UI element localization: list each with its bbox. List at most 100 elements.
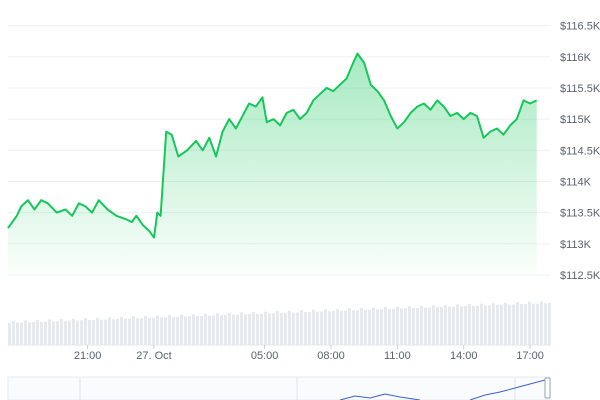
- volume-bar: [284, 312, 287, 345]
- volume-bars: [8, 301, 551, 345]
- volume-bar: [244, 314, 247, 345]
- volume-bar: [20, 322, 23, 345]
- volume-bar: [128, 318, 131, 345]
- volume-bar: [96, 317, 99, 345]
- volume-bar: [380, 309, 383, 345]
- volume-bar: [152, 317, 155, 345]
- volume-bar: [300, 310, 303, 345]
- volume-bar: [132, 316, 135, 345]
- volume-bar: [452, 306, 455, 345]
- volume-bar: [80, 320, 83, 345]
- volume-bar: [104, 319, 107, 345]
- volume-bar: [256, 313, 259, 345]
- volume-bar: [112, 319, 115, 345]
- volume-bar: [512, 304, 515, 345]
- volume-bar: [408, 306, 411, 345]
- volume-bar: [228, 312, 231, 345]
- price-area: [8, 53, 537, 275]
- volume-bar: [536, 303, 539, 345]
- x-tick-label: 27. Oct: [136, 350, 171, 362]
- volume-bar: [532, 303, 535, 345]
- volume-bar: [192, 314, 195, 345]
- y-tick-label: $114.5K: [560, 145, 600, 157]
- volume-bar: [252, 311, 255, 345]
- volume-bar: [404, 308, 407, 345]
- volume-bar: [320, 311, 323, 345]
- volume-bar: [544, 303, 547, 345]
- volume-bar: [180, 314, 183, 345]
- volume-bar: [268, 313, 271, 345]
- volume-bar: [196, 316, 199, 345]
- volume-bar: [24, 320, 27, 345]
- navigator-track: [7, 376, 551, 400]
- volume-bar: [488, 305, 491, 345]
- volume-bar: [276, 311, 279, 345]
- volume-bar: [36, 319, 39, 345]
- volume-bar: [100, 319, 103, 345]
- price-line: [7, 52, 538, 239]
- volume-bar: [524, 303, 527, 345]
- volume-bar: [140, 318, 143, 345]
- y-tick-label: $116.5K: [560, 21, 600, 33]
- volume-bar: [388, 308, 391, 345]
- volume-bar: [348, 308, 351, 345]
- x-tick-label: 17:00: [516, 350, 544, 362]
- volume-bar: [472, 305, 475, 345]
- volume-bar: [368, 309, 371, 345]
- volume-bar: [448, 306, 451, 345]
- volume-bar: [496, 304, 499, 345]
- navigator-handle[interactable]: [544, 377, 551, 399]
- volume-bar: [540, 301, 543, 345]
- range-navigator[interactable]: [7, 376, 551, 400]
- y-tick-label: $115K: [560, 114, 592, 126]
- volume-bar: [316, 311, 319, 345]
- volume-bar: [212, 315, 215, 345]
- volume-bar: [56, 321, 59, 345]
- volume-bar: [492, 303, 495, 345]
- volume-bar: [324, 309, 327, 345]
- volume-bar: [308, 311, 311, 345]
- volume-bar: [52, 321, 55, 345]
- x-tick-label: 08:00: [317, 350, 345, 362]
- volume-bar: [260, 313, 263, 345]
- volume-bar: [16, 322, 19, 345]
- y-tick-label: $113K: [560, 239, 592, 251]
- volume-bar: [360, 308, 363, 345]
- volume-bar: [116, 319, 119, 345]
- volume-bar: [352, 310, 355, 345]
- volume-bar: [444, 304, 447, 345]
- volume-bar: [376, 309, 379, 345]
- volume-bar: [108, 317, 111, 345]
- volume-bar: [428, 307, 431, 345]
- volume-bar: [72, 318, 75, 345]
- volume-bar: [8, 323, 11, 345]
- volume-bar: [304, 312, 307, 345]
- y-tick-label: $113.5K: [560, 208, 600, 220]
- y-tick-label: $115.5K: [560, 83, 600, 95]
- volume-bar: [280, 312, 283, 345]
- volume-bar: [224, 315, 227, 345]
- x-tick-label: 05:00: [251, 350, 279, 362]
- x-axis: 21:00 27. Oct 05:00 08:00 11:00 14:00 17:00: [8, 344, 550, 362]
- volume-bar: [372, 307, 375, 345]
- volume-bar: [76, 320, 79, 345]
- volume-bar: [516, 302, 519, 345]
- volume-bar: [484, 305, 487, 345]
- volume-bar: [400, 308, 403, 345]
- volume-bar: [200, 315, 203, 345]
- volume-bar: [84, 318, 87, 345]
- volume-bar: [236, 314, 239, 345]
- volume-bar: [48, 319, 51, 345]
- volume-bar: [168, 315, 171, 345]
- volume-bar: [28, 322, 31, 345]
- volume-bar: [480, 303, 483, 345]
- volume-bar: [240, 312, 243, 345]
- y-tick-label: $116K: [560, 52, 592, 64]
- volume-bar: [264, 311, 267, 345]
- volume-bar: [204, 313, 207, 345]
- volume-bar: [548, 303, 551, 345]
- volume-bar: [156, 315, 159, 345]
- volume-bar: [528, 301, 531, 345]
- volume-bar: [176, 316, 179, 345]
